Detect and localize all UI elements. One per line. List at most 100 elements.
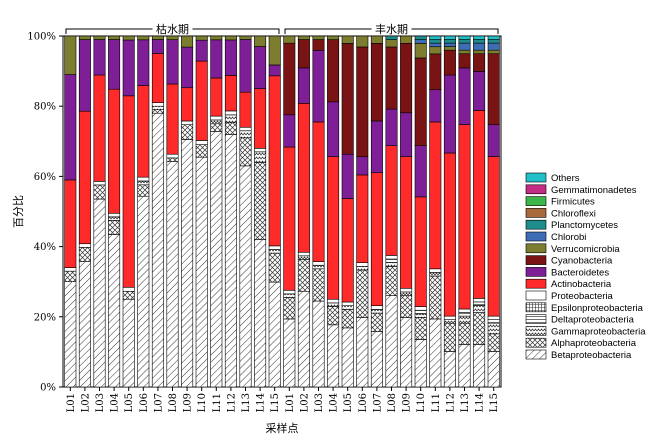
legend-label-proteobacteria: Proteobacteria: [551, 291, 614, 302]
x-tick-label: L03: [95, 393, 106, 412]
bar-segment-betaproteobacteria-30: [487, 351, 500, 388]
legend-swatch-verrucomicrobia: [525, 243, 547, 254]
legend-label-verrucomicrobia: Verrucomicrobia: [551, 244, 620, 255]
bar-segment-betaproteobacteria-18: [312, 300, 325, 388]
bar-segment-bacteroidetes-13: [239, 39, 252, 93]
bar-segment-cyanobacteria-23: [385, 46, 398, 110]
bar-segment-actinobacteria-8: [166, 83, 179, 155]
bar-segment-alphaproteobacteria-5: [122, 290, 135, 300]
bar-segment-gammaproteobacteria-24: [400, 291, 413, 296]
x-tick-label: L12: [445, 393, 456, 412]
bar-segment-gammaproteobacteria-28: [458, 315, 471, 324]
bar-segment-alphaproteobacteria-19: [327, 306, 340, 326]
bar-segment-verrucomicrobia-19: [327, 35, 340, 40]
bar-segment-actinobacteria-26: [429, 121, 442, 270]
bar-segment-proteobacteria-19: [327, 298, 340, 304]
bar-segment-cyanobacteria-21: [356, 46, 369, 157]
x-tick-label: L14: [256, 393, 267, 412]
x-tick-label: L01: [66, 393, 77, 412]
legend-swatch-firmicutes: [525, 196, 547, 206]
bar-segment-bacteroidetes-25: [414, 145, 427, 198]
bar-segment-betaproteobacteria-11: [210, 131, 223, 388]
x-tick-label: L09: [402, 393, 413, 412]
bar-segment-alphaproteobacteria-21: [356, 269, 369, 318]
x-tick-label: L07: [153, 393, 164, 412]
legend-swatch-alphaproteobacteria: [525, 337, 547, 348]
bar-segment-bacteroidetes-2: [78, 39, 91, 112]
bar-segment-proteobacteria-9: [181, 120, 194, 125]
bar-segment-actinobacteria-23: [385, 145, 398, 256]
bar-segment-cyanobacteria-19: [327, 39, 340, 103]
bar-segment-others-28: [458, 35, 471, 40]
x-tick-label: L15: [270, 393, 281, 412]
bar-segment-actinobacteria-6: [137, 85, 150, 178]
bar-segment-proteobacteria-17: [297, 251, 310, 257]
bar-segment-betaproteobacteria-29: [473, 344, 486, 388]
bar-segment-deltaproteobacteria-30: [487, 319, 500, 324]
legend-label-epsilonproteobacteria: Epsilonproteobacteria: [551, 303, 644, 314]
bar-segment-verrucomicrobia-8: [166, 35, 179, 40]
bar-segment-actinobacteria-21: [356, 174, 369, 263]
bar-segment-verrucomicrobia-23: [385, 39, 398, 48]
bar-segment-bacteroidetes-24: [400, 112, 413, 157]
bar-segment-alphaproteobacteria-20: [341, 309, 354, 329]
bar-segment-proteobacteria-3: [93, 181, 106, 186]
bar-segment-alphaproteobacteria-18: [312, 268, 325, 302]
bar-segment-verrucomicrobia-3: [93, 35, 106, 40]
bar-segment-planctomycetes-30: [487, 39, 500, 44]
bar-segment-verrucomicrobia-20: [341, 35, 354, 44]
legend-label-planctomycetes: Planctomycetes: [551, 220, 618, 231]
bar-segment-alphaproteobacteria-17: [297, 259, 310, 292]
bar-segment-chlorobi-26: [429, 42, 442, 48]
bar-segment-gammaproteobacteria-27: [443, 319, 456, 324]
bar-segment-proteobacteria-7: [151, 102, 164, 107]
bar-segment-verrucomicrobia-30: [487, 49, 500, 55]
bar-segment-cyanobacteria-16: [283, 42, 296, 116]
bar-segment-chlorobi-30: [487, 42, 500, 51]
bar-segment-gammaproteobacteria-12: [224, 114, 237, 124]
bar-segment-gammaproteobacteria-23: [385, 262, 398, 267]
bar-segment-bacteroidetes-21: [356, 156, 369, 176]
bar-segment-actinobacteria-3: [93, 74, 106, 182]
bar-segment-verrucomicrobia-25: [414, 43, 427, 59]
x-tick-label: L08: [387, 393, 398, 412]
bar-segment-actinobacteria-2: [78, 110, 91, 245]
bar-segment-cyanobacteria-29: [473, 53, 486, 72]
bar-segment-bacteroidetes-19: [327, 101, 340, 157]
bar-segment-cyanobacteria-24: [400, 43, 413, 114]
bar-segment-bacteroidetes-22: [370, 120, 383, 174]
bar-segment-bacteroidetes-17: [297, 67, 310, 104]
bar-segment-cyanobacteria-28: [458, 53, 471, 69]
bar-segment-cyanobacteria-20: [341, 43, 354, 155]
bar-segment-bacteroidetes-9: [181, 46, 194, 89]
bar-segment-actinobacteria-13: [239, 91, 252, 128]
bar-segment-proteobacteria-13: [239, 126, 252, 132]
bar-segment-proteobacteria-24: [400, 287, 413, 293]
bar-segment-actinobacteria-29: [473, 110, 486, 299]
bar-segment-gammaproteobacteria-6: [137, 180, 150, 186]
bar-segment-betaproteobacteria-7: [151, 112, 164, 388]
bar-segment-betaproteobacteria-3: [93, 198, 106, 388]
group-labels: 枯水期 丰水期: [65, 20, 499, 36]
bar-segment-alphaproteobacteria-25: [414, 317, 427, 340]
bar-segment-chlorobi-25: [414, 39, 427, 44]
x-tick-label: L02: [299, 393, 310, 412]
bar-segment-cyanobacteria-25: [414, 57, 427, 146]
bar-segment-alphaproteobacteria-12: [224, 122, 237, 135]
bar-segment-cyanobacteria-22: [370, 43, 383, 122]
bar-segment-betaproteobacteria-20: [341, 327, 354, 388]
bar-segment-chlorobi-27: [443, 42, 456, 47]
plot-frame: [62, 35, 502, 388]
bar-segment-betaproteobacteria-27: [443, 351, 456, 388]
bar-segment-alphaproteobacteria-16: [283, 297, 296, 320]
x-tick-label: L10: [197, 393, 208, 412]
legend-swatch-cyanobacteria: [525, 255, 547, 265]
bar-segment-betaproteobacteria-23: [385, 295, 398, 388]
x-tick-label: L06: [358, 393, 369, 412]
bar-segment-gammaproteobacteria-29: [473, 305, 486, 313]
bar-segment-verrucomicrobia-18: [312, 35, 325, 40]
bar-segment-bacteroidetes-26: [429, 89, 442, 123]
bar-segment-others-27: [443, 35, 456, 40]
bar-segment-bacteroidetes-6: [137, 39, 150, 86]
